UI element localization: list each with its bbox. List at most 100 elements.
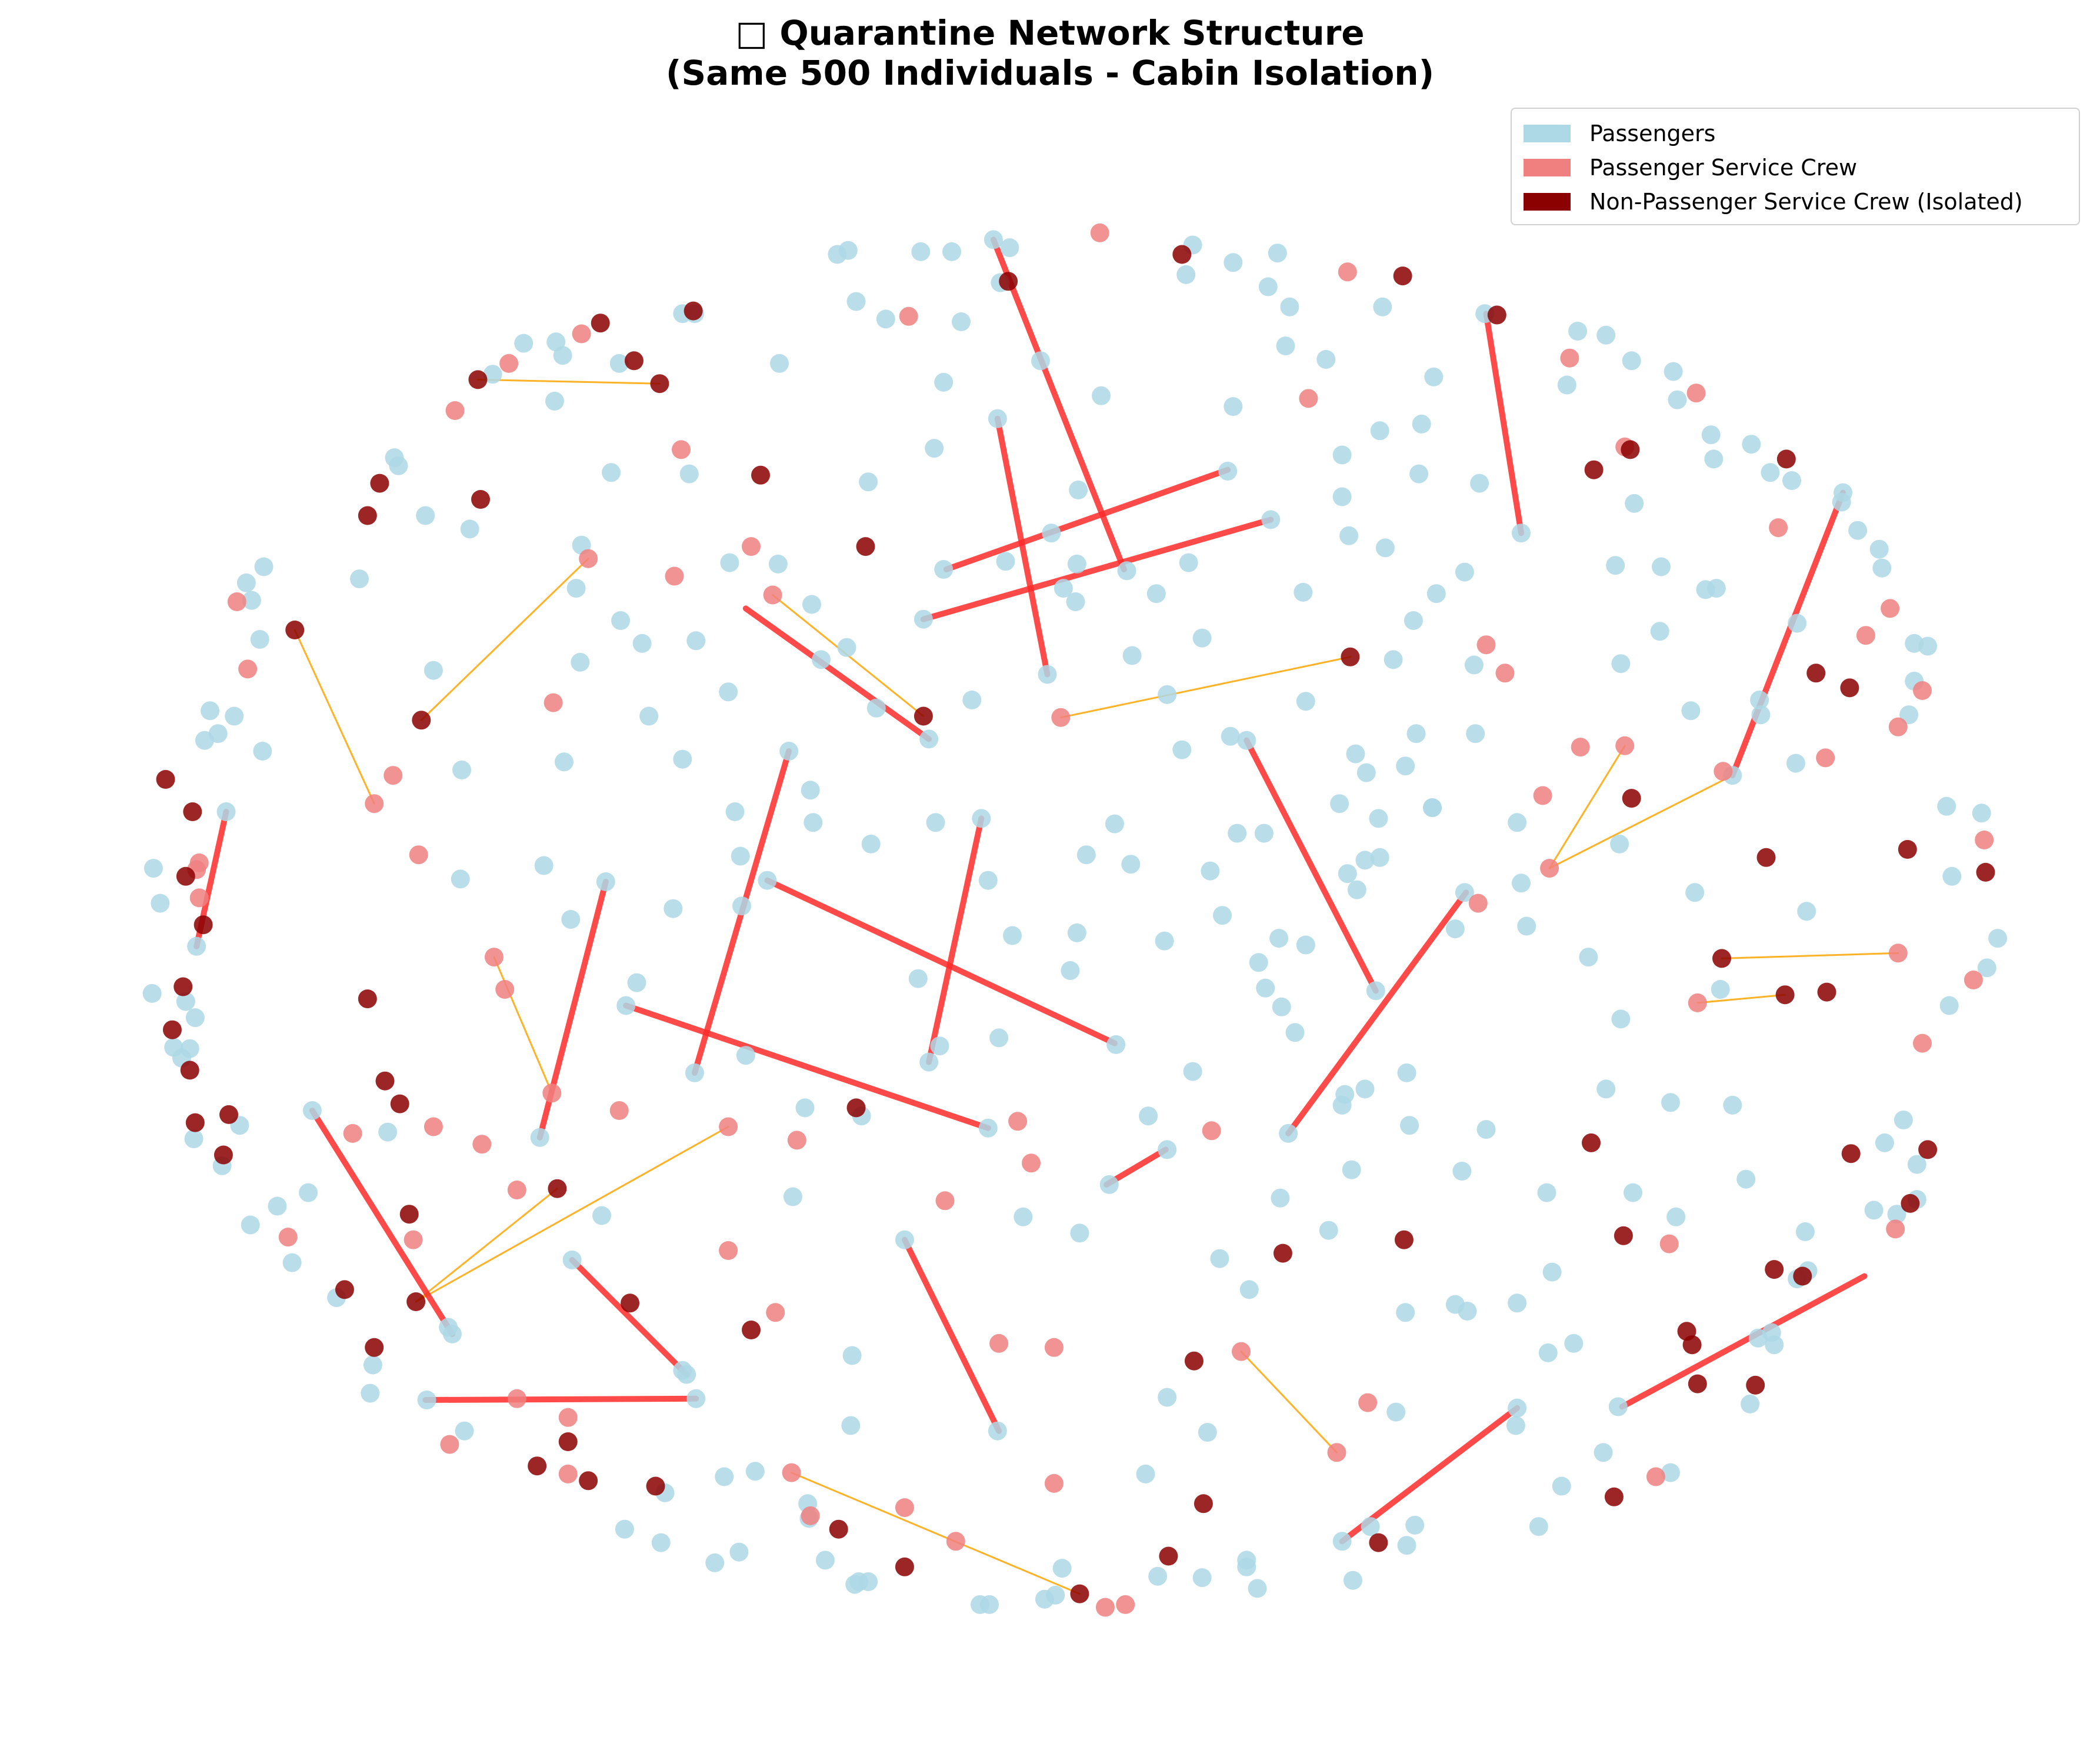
passenger-node bbox=[546, 332, 566, 352]
passenger-node bbox=[554, 752, 574, 772]
service-crew-node bbox=[424, 1117, 443, 1136]
passenger-node bbox=[1668, 390, 1687, 409]
passenger-node bbox=[1568, 322, 1588, 341]
non-service-crew-node bbox=[591, 314, 610, 333]
passenger-node bbox=[1000, 238, 1019, 258]
service-crew-node bbox=[1044, 1473, 1064, 1493]
passenger-node bbox=[996, 552, 1015, 571]
passenger-node bbox=[1508, 813, 1527, 832]
passenger-node bbox=[268, 1196, 287, 1216]
service-crew-node bbox=[579, 549, 598, 568]
passenger-node bbox=[736, 1046, 755, 1065]
service-crew-node bbox=[558, 1464, 578, 1483]
crew-contact-edge bbox=[1059, 656, 1351, 719]
non-service-crew-node bbox=[1976, 862, 1995, 882]
passenger-node bbox=[1557, 375, 1576, 395]
non-service-crew-node bbox=[214, 1145, 233, 1165]
passenger-node bbox=[562, 1251, 582, 1269]
non-service-crew-node bbox=[285, 621, 305, 639]
passenger-node bbox=[1751, 705, 1771, 725]
non-service-crew-node bbox=[1793, 1266, 1812, 1286]
passenger-node bbox=[1400, 1116, 1419, 1135]
passenger-node bbox=[1316, 350, 1336, 369]
passenger-node bbox=[1972, 804, 1991, 823]
non-service-crew-node bbox=[1817, 982, 1836, 1002]
service-crew-node bbox=[1856, 626, 1875, 645]
passenger-node bbox=[1224, 253, 1243, 272]
passenger-node bbox=[596, 872, 615, 891]
passenger-node bbox=[1782, 471, 1801, 490]
passenger-node bbox=[1269, 929, 1289, 948]
passenger-node bbox=[1370, 421, 1389, 441]
passenger-node bbox=[1412, 414, 1431, 434]
passenger-node bbox=[1426, 584, 1446, 604]
passenger-node bbox=[1375, 538, 1395, 558]
isolation-edge bbox=[926, 815, 985, 1065]
passenger-node bbox=[1268, 244, 1287, 263]
passenger-node bbox=[911, 242, 931, 261]
passenger-node bbox=[1596, 1079, 1616, 1099]
passenger-node bbox=[1366, 981, 1385, 1001]
service-crew-node bbox=[719, 1241, 738, 1260]
service-crew-node bbox=[1571, 738, 1590, 757]
legend-swatch-passengers bbox=[1524, 125, 1571, 142]
passenger-node bbox=[1506, 1416, 1525, 1435]
passenger-node bbox=[1224, 397, 1243, 416]
service-crew-node bbox=[1022, 1153, 1041, 1173]
isolation-edge bbox=[1729, 489, 1846, 779]
passenger-node bbox=[1538, 1343, 1558, 1362]
passenger-node bbox=[1529, 1517, 1548, 1536]
passenger-node bbox=[1221, 726, 1240, 746]
service-crew-node bbox=[409, 845, 428, 865]
passenger-node bbox=[1704, 449, 1724, 469]
passenger-node bbox=[908, 969, 928, 988]
service-crew-node bbox=[895, 1498, 914, 1518]
passenger-node bbox=[802, 595, 821, 614]
passenger-node bbox=[1330, 794, 1349, 814]
passenger-node bbox=[1272, 997, 1291, 1016]
passenger-node bbox=[1069, 481, 1088, 499]
crew-contact-edge bbox=[791, 1472, 1081, 1595]
service-crew-node bbox=[1090, 223, 1109, 242]
passenger-node bbox=[673, 1361, 692, 1380]
non-service-crew-node bbox=[1341, 647, 1360, 666]
service-crew-node bbox=[1476, 635, 1496, 655]
non-service-crew-node bbox=[742, 1321, 761, 1339]
passenger-node bbox=[1455, 883, 1474, 902]
legend: Passengers Passenger Service Crew Non-Pa… bbox=[1511, 108, 2080, 225]
passenger-node bbox=[1070, 1223, 1089, 1243]
passenger-node bbox=[770, 354, 789, 373]
passenger-node bbox=[1552, 1476, 1571, 1496]
service-crew-node bbox=[1044, 1338, 1064, 1357]
passenger-node bbox=[1942, 866, 1962, 886]
passenger-node bbox=[758, 871, 777, 890]
non-service-crew-node bbox=[162, 1020, 182, 1039]
passenger-node bbox=[1594, 1443, 1613, 1462]
passenger-node bbox=[151, 893, 170, 913]
passenger-node bbox=[845, 1575, 865, 1594]
passenger-node bbox=[144, 859, 163, 878]
service-crew-node bbox=[495, 980, 515, 999]
passenger-node bbox=[1624, 1183, 1642, 1202]
non-service-crew-node bbox=[1273, 1243, 1292, 1263]
service-crew-node bbox=[189, 888, 209, 908]
passenger-node bbox=[1183, 1062, 1202, 1081]
passenger-node bbox=[254, 557, 274, 576]
crew-contact-edge bbox=[420, 558, 589, 721]
passenger-node bbox=[1711, 980, 1730, 999]
passenger-node bbox=[350, 569, 369, 589]
passenger-node bbox=[895, 1230, 914, 1249]
crew-contact-edge bbox=[294, 629, 375, 805]
passenger-node bbox=[1788, 614, 1807, 633]
passenger-node bbox=[530, 1128, 549, 1147]
passenger-node bbox=[201, 701, 219, 721]
non-service-crew-node bbox=[914, 706, 933, 726]
passenger-node bbox=[1397, 1063, 1416, 1082]
passenger-node bbox=[1939, 996, 1959, 1015]
passenger-node bbox=[768, 554, 788, 574]
service-crew-node bbox=[742, 537, 761, 556]
non-service-crew-node bbox=[1775, 985, 1795, 1005]
passenger-node bbox=[389, 456, 408, 475]
passenger-node bbox=[225, 706, 244, 726]
